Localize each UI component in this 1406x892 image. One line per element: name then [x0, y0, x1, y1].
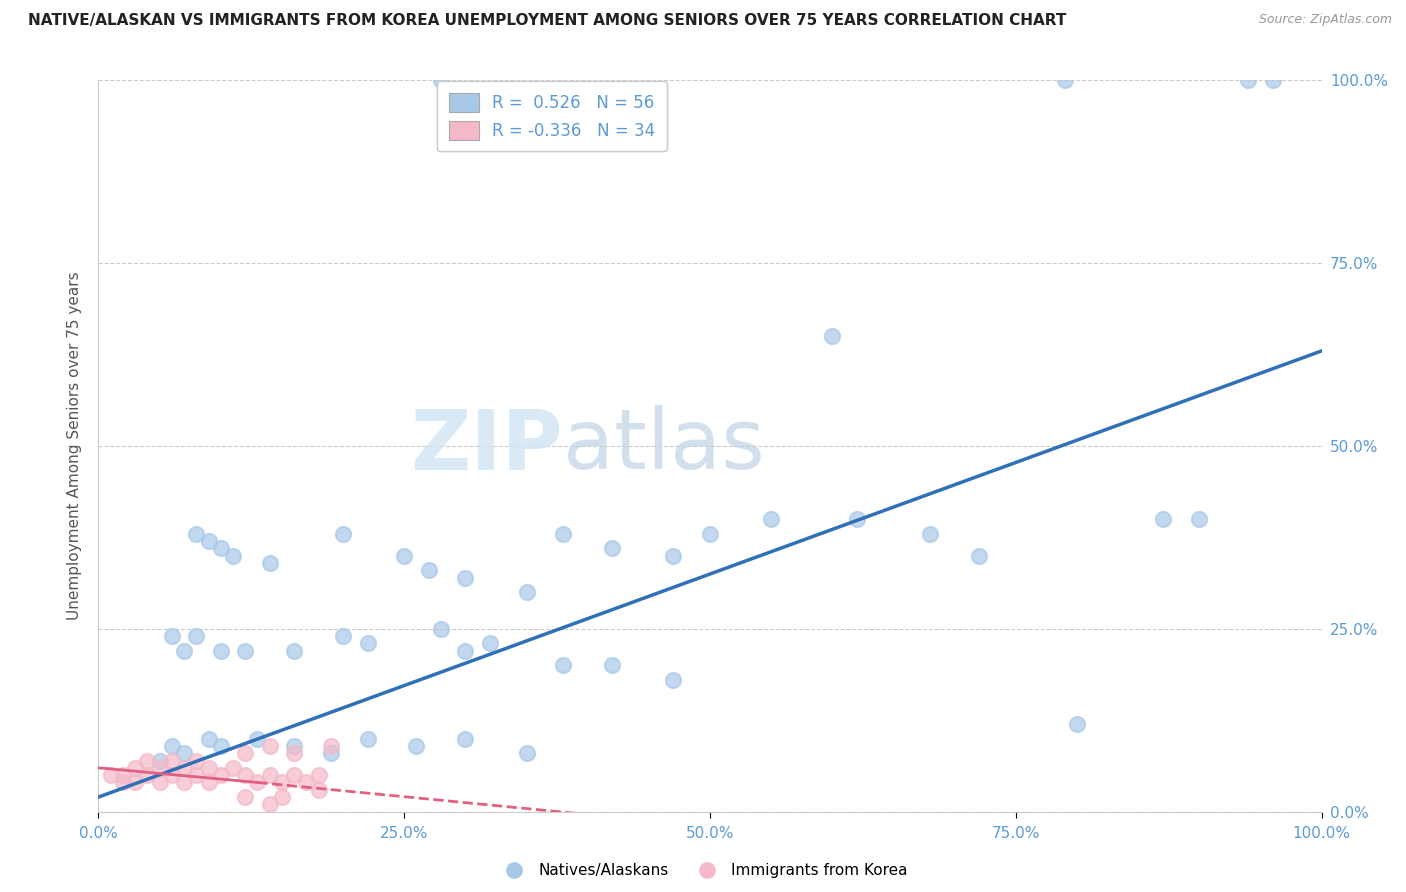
Point	[553, 526, 575, 541]
Point	[259, 739, 281, 753]
Point	[283, 644, 305, 658]
Point	[332, 629, 354, 643]
Point	[111, 775, 134, 789]
Point	[308, 782, 330, 797]
Point	[173, 761, 195, 775]
Point	[515, 585, 537, 599]
Point	[259, 768, 281, 782]
Point	[1237, 73, 1260, 87]
Point	[332, 526, 354, 541]
Text: ZIP: ZIP	[411, 406, 564, 486]
Point	[186, 526, 208, 541]
Point	[761, 512, 783, 526]
Point	[967, 549, 990, 563]
Point	[845, 512, 868, 526]
Point	[124, 775, 146, 789]
Point	[319, 746, 342, 760]
Point	[392, 549, 416, 563]
Point	[553, 658, 575, 673]
Point	[319, 739, 342, 753]
Point	[283, 768, 305, 782]
Point	[430, 73, 453, 87]
Point	[111, 768, 134, 782]
Point	[100, 768, 122, 782]
Point	[222, 549, 245, 563]
Point	[186, 754, 208, 768]
Point	[197, 775, 219, 789]
Point	[233, 644, 256, 658]
Point	[160, 739, 183, 753]
Point	[600, 658, 623, 673]
Point	[1261, 73, 1284, 87]
Point	[821, 329, 844, 343]
Point	[356, 636, 378, 650]
Point	[186, 629, 208, 643]
Point	[186, 768, 208, 782]
Point	[662, 673, 685, 687]
Point	[149, 754, 172, 768]
Point	[270, 775, 294, 789]
Point	[209, 644, 232, 658]
Point	[173, 644, 195, 658]
Legend: R =  0.526   N = 56, R = -0.336   N = 34: R = 0.526 N = 56, R = -0.336 N = 34	[437, 81, 666, 152]
Point	[259, 556, 281, 570]
Point	[1152, 512, 1174, 526]
Point	[283, 739, 305, 753]
Point	[233, 790, 256, 805]
Point	[222, 761, 245, 775]
Point	[160, 629, 183, 643]
Point	[233, 746, 256, 760]
Legend: Natives/Alaskans, Immigrants from Korea: Natives/Alaskans, Immigrants from Korea	[492, 857, 914, 884]
Point	[209, 739, 232, 753]
Point	[430, 622, 453, 636]
Point	[478, 636, 501, 650]
Point	[173, 746, 195, 760]
Point	[1066, 717, 1088, 731]
Point	[149, 775, 172, 789]
Point	[418, 563, 440, 577]
Point	[515, 746, 537, 760]
Point	[283, 746, 305, 760]
Text: NATIVE/ALASKAN VS IMMIGRANTS FROM KOREA UNEMPLOYMENT AMONG SENIORS OVER 75 YEARS: NATIVE/ALASKAN VS IMMIGRANTS FROM KOREA …	[28, 13, 1067, 29]
Point	[233, 768, 256, 782]
Point	[197, 761, 219, 775]
Y-axis label: Unemployment Among Seniors over 75 years: Unemployment Among Seniors over 75 years	[67, 272, 83, 620]
Point	[454, 731, 477, 746]
Point	[209, 541, 232, 556]
Point	[149, 761, 172, 775]
Point	[160, 768, 183, 782]
Point	[160, 754, 183, 768]
Text: atlas: atlas	[564, 406, 765, 486]
Point	[136, 754, 159, 768]
Point	[259, 797, 281, 812]
Point	[920, 526, 942, 541]
Point	[699, 526, 721, 541]
Point	[295, 775, 318, 789]
Point	[662, 549, 685, 563]
Point	[246, 731, 269, 746]
Point	[454, 644, 477, 658]
Point	[270, 790, 294, 805]
Point	[246, 775, 269, 789]
Text: Source: ZipAtlas.com: Source: ZipAtlas.com	[1258, 13, 1392, 27]
Point	[136, 768, 159, 782]
Point	[197, 731, 219, 746]
Point	[1053, 73, 1076, 87]
Point	[197, 534, 219, 549]
Point	[600, 541, 623, 556]
Point	[124, 761, 146, 775]
Point	[1188, 512, 1211, 526]
Point	[209, 768, 232, 782]
Point	[173, 775, 195, 789]
Point	[405, 739, 427, 753]
Point	[356, 731, 378, 746]
Point	[454, 571, 477, 585]
Point	[308, 768, 330, 782]
